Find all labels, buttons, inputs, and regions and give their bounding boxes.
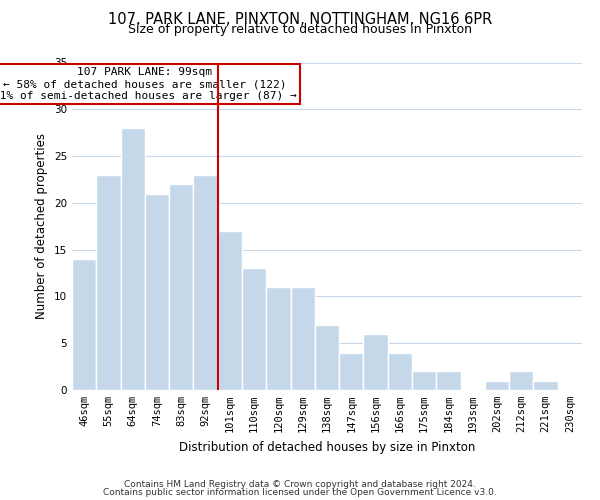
Y-axis label: Number of detached properties: Number of detached properties — [35, 133, 49, 320]
Bar — [96, 175, 121, 390]
Bar — [145, 194, 169, 390]
Bar — [218, 231, 242, 390]
Text: Size of property relative to detached houses in Pinxton: Size of property relative to detached ho… — [128, 22, 472, 36]
Bar — [509, 372, 533, 390]
Bar — [242, 268, 266, 390]
X-axis label: Distribution of detached houses by size in Pinxton: Distribution of detached houses by size … — [179, 440, 475, 454]
Text: Contains HM Land Registry data © Crown copyright and database right 2024.: Contains HM Land Registry data © Crown c… — [124, 480, 476, 489]
Text: 107 PARK LANE: 99sqm
← 58% of detached houses are smaller (122)
41% of semi-deta: 107 PARK LANE: 99sqm ← 58% of detached h… — [0, 68, 297, 100]
Bar — [388, 352, 412, 390]
Bar — [339, 352, 364, 390]
Bar — [315, 324, 339, 390]
Bar — [121, 128, 145, 390]
Bar — [290, 287, 315, 390]
Bar — [364, 334, 388, 390]
Text: 107, PARK LANE, PINXTON, NOTTINGHAM, NG16 6PR: 107, PARK LANE, PINXTON, NOTTINGHAM, NG1… — [108, 12, 492, 28]
Bar — [72, 259, 96, 390]
Bar — [533, 380, 558, 390]
Bar — [193, 175, 218, 390]
Bar — [412, 372, 436, 390]
Bar — [436, 372, 461, 390]
Bar — [485, 380, 509, 390]
Bar — [169, 184, 193, 390]
Text: Contains public sector information licensed under the Open Government Licence v3: Contains public sector information licen… — [103, 488, 497, 497]
Bar — [266, 287, 290, 390]
